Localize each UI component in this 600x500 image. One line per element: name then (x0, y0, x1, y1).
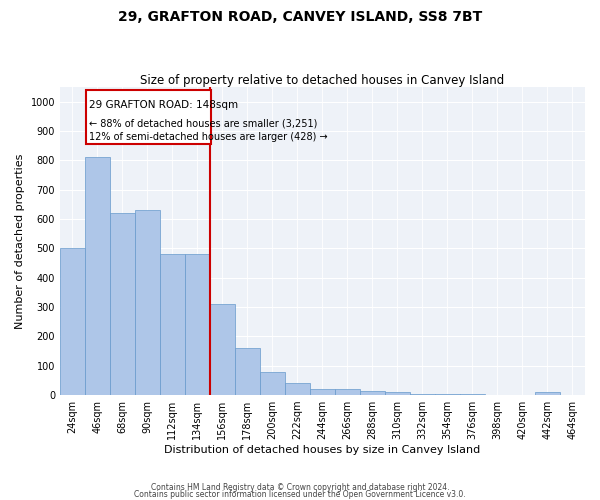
Bar (285, 383, 310, 395)
Bar (60, 248, 85, 395)
Title: Size of property relative to detached houses in Canvey Island: Size of property relative to detached ho… (140, 74, 505, 87)
Bar (260, 372, 285, 395)
X-axis label: Distribution of detached houses by size in Canvey Island: Distribution of detached houses by size … (164, 445, 481, 455)
Bar (460, 394, 485, 395)
Text: 29, GRAFTON ROAD, CANVEY ISLAND, SS8 7BT: 29, GRAFTON ROAD, CANVEY ISLAND, SS8 7BT (118, 10, 482, 24)
Bar (235, 348, 260, 395)
Bar (185, 254, 210, 395)
Bar (210, 304, 235, 395)
FancyBboxPatch shape (86, 90, 211, 144)
Y-axis label: Number of detached properties: Number of detached properties (15, 154, 25, 328)
Text: Contains HM Land Registry data © Crown copyright and database right 2024.: Contains HM Land Registry data © Crown c… (151, 484, 449, 492)
Bar (435, 394, 460, 395)
Bar (360, 390, 385, 395)
Bar (85, 158, 110, 395)
Bar (535, 392, 560, 395)
Text: 12% of semi-detached houses are larger (428) →: 12% of semi-detached houses are larger (… (89, 132, 328, 142)
Bar (135, 210, 160, 395)
Bar (385, 392, 410, 395)
Bar (335, 389, 360, 395)
Text: ← 88% of detached houses are smaller (3,251): ← 88% of detached houses are smaller (3,… (89, 118, 317, 128)
Bar (410, 394, 435, 395)
Text: 29 GRAFTON ROAD: 148sqm: 29 GRAFTON ROAD: 148sqm (89, 100, 238, 110)
Text: Contains public sector information licensed under the Open Government Licence v3: Contains public sector information licen… (134, 490, 466, 499)
Bar (160, 254, 185, 395)
Bar (110, 213, 135, 395)
Bar (310, 389, 335, 395)
